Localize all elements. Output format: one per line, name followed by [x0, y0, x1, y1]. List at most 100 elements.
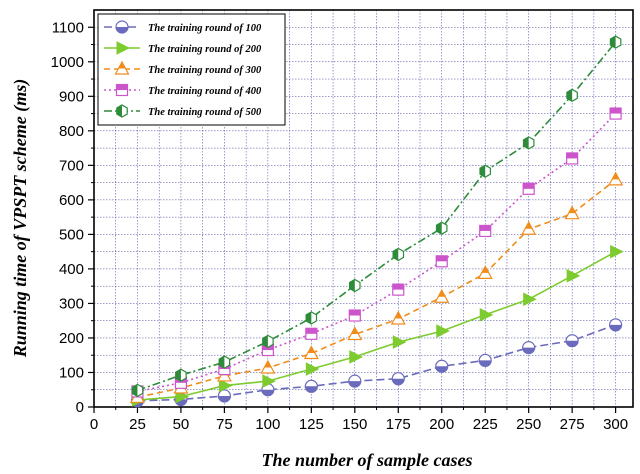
data-point [436, 324, 450, 338]
data-point [566, 269, 581, 283]
data-point [305, 362, 320, 376]
data-point-fill [219, 356, 225, 369]
data-point-fill [610, 108, 622, 114]
y-tick-label: 100 [59, 364, 84, 381]
data-point-fill [394, 311, 402, 319]
data-point-fill [262, 335, 268, 348]
y-tick-label: 600 [59, 192, 84, 209]
data-point-fill [351, 327, 359, 335]
legend-marker [116, 41, 131, 55]
y-tick-label: 500 [59, 226, 84, 243]
series-line [137, 41, 617, 392]
y-axis-title: Running time of VPSPT scheme (ms) [10, 79, 31, 359]
data-point-fill [393, 248, 399, 261]
legend-entry: The training round of 300 [104, 60, 262, 76]
data-point-fill [525, 222, 533, 229]
legend-marker-fill [116, 27, 128, 33]
data-point-fill [480, 165, 486, 178]
data-point-fill [132, 384, 138, 397]
y-tick-label: 1000 [51, 54, 84, 71]
data-point-fill [436, 222, 442, 235]
data-point [610, 244, 624, 259]
data-point-fill [566, 340, 579, 347]
data-point-fill [566, 89, 573, 102]
x-tick-label: 125 [299, 416, 324, 433]
y-tick-label: 1100 [52, 19, 84, 36]
data-point-fill [481, 266, 489, 273]
data-point-fill [264, 360, 272, 368]
legend-label: The training round of 300 [148, 65, 262, 76]
legend-label: The training round of 100 [148, 23, 262, 34]
x-tick-label: 150 [342, 416, 367, 433]
data-point-fill [392, 284, 404, 290]
y-tick-label: 300 [59, 295, 84, 312]
data-point [349, 350, 363, 364]
plot-frame [93, 9, 634, 408]
y-tick-label: 200 [59, 330, 84, 347]
data-point-fill [307, 346, 315, 353]
legend-entry: The training round of 100 [104, 20, 262, 34]
data-point-fill [522, 347, 535, 354]
x-tick-label: 250 [516, 416, 541, 433]
y-tick-label: 400 [59, 261, 84, 278]
x-tick-label: 75 [216, 416, 233, 433]
data-point-fill [349, 310, 361, 316]
x-tick-label: 275 [560, 416, 585, 433]
data-point-fill [566, 152, 578, 159]
x-tick-label: 100 [255, 416, 280, 433]
data-point [523, 292, 537, 307]
x-tick-label: 25 [129, 416, 146, 433]
data-point-fill [349, 279, 355, 292]
series-line [137, 179, 617, 399]
series-5 [131, 35, 622, 398]
data-point-fill [479, 225, 491, 231]
data-point-fill [612, 172, 620, 180]
data-point-fill [568, 206, 576, 214]
data-point-fill [438, 290, 446, 297]
data-point-fill [261, 389, 274, 396]
data-point-fill [523, 183, 535, 189]
legend-marker-fill [116, 105, 122, 117]
series-line [137, 113, 617, 393]
legend: The training round of 100 The training ro… [97, 13, 286, 126]
data-point [262, 374, 276, 388]
y-tick-label: 900 [59, 88, 84, 105]
legend-label: The training round of 500 [148, 107, 262, 118]
data-point-fill [610, 36, 616, 49]
data-point-fill [175, 369, 181, 382]
legend-entry: The training round of 500 [104, 104, 262, 118]
x-tick-label: 200 [429, 416, 454, 433]
x-axis-title: The number of sample cases [262, 450, 473, 470]
x-tick-label: 0 [90, 416, 98, 433]
series-line [137, 251, 616, 401]
y-tick-label: 700 [59, 157, 84, 174]
x-tick-label: 50 [173, 416, 190, 433]
data-point-fill [479, 360, 492, 367]
data-point [175, 389, 190, 404]
data-point [218, 378, 233, 393]
series-4 [131, 107, 622, 398]
series-line [137, 324, 616, 402]
legend-label: The training round of 400 [148, 86, 262, 97]
data-point-fill [392, 378, 405, 385]
data-point-fill [436, 255, 448, 262]
legend-label: The training round of 200 [148, 44, 262, 55]
axes: 0 25 50 75 100 125 150 175 200 225 250 275 300 0 100 20… [51, 9, 634, 433]
legend-entry: The training round of 200 [104, 41, 262, 55]
series-group [129, 35, 624, 408]
x-tick-label: 225 [473, 416, 498, 433]
data-point-fill [435, 366, 448, 373]
data-point-fill [348, 381, 361, 388]
legend-marker-fill [116, 84, 128, 90]
y-tick-label: 800 [59, 123, 84, 140]
data-point-fill [306, 311, 312, 324]
legend-entry: The training round of 400 [104, 83, 262, 97]
data-point-fill [523, 136, 529, 149]
data-point-fill [218, 395, 231, 402]
legend-marker-fill [118, 62, 126, 69]
data-point [479, 308, 494, 322]
series-1 [130, 318, 623, 408]
data-point-fill [609, 324, 622, 331]
